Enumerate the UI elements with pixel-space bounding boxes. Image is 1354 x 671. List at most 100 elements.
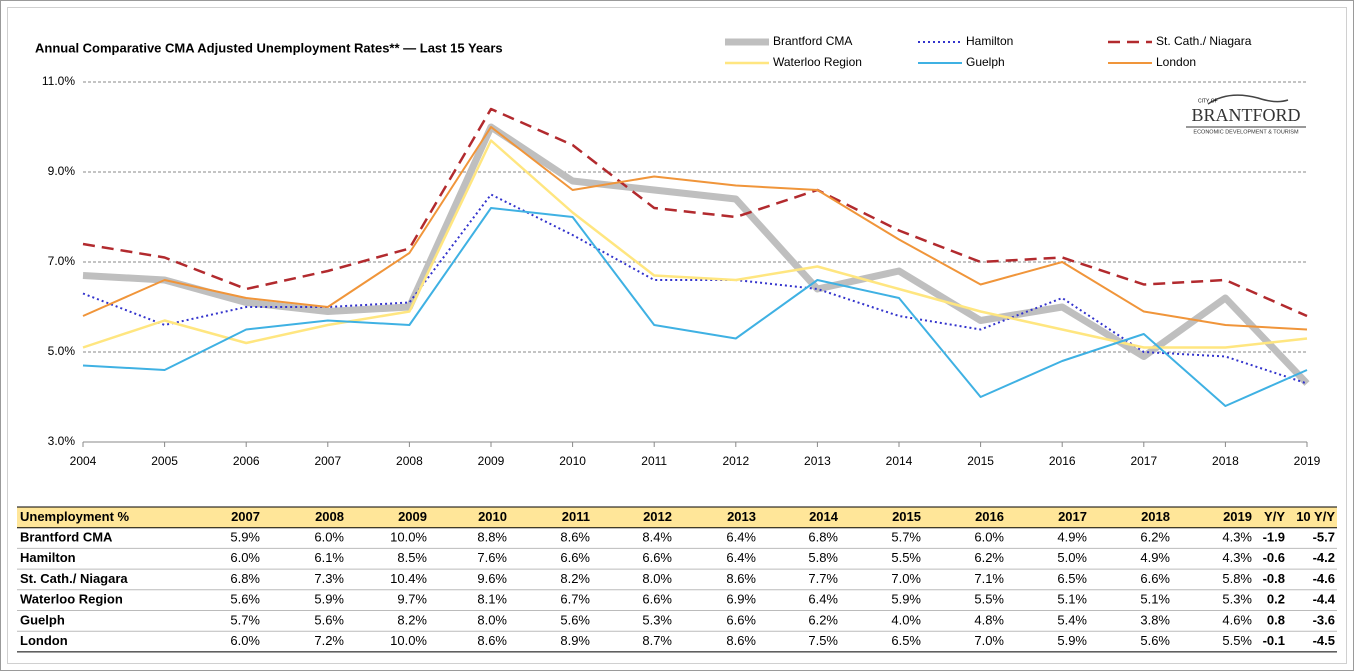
table-cell: 7.7%	[808, 571, 838, 586]
x-tick-label: 2015	[967, 454, 994, 468]
table-cell: 8.6%	[726, 633, 756, 648]
table-cell: 6.8%	[230, 571, 260, 586]
table-header-cell: 2008	[315, 509, 344, 524]
table-cell: 5.8%	[1222, 571, 1252, 586]
table-cell: 6.6%	[1140, 571, 1170, 586]
y-tick-label: 3.0%	[48, 434, 76, 448]
table-cell: -3.6	[1313, 612, 1335, 627]
table-cell: 8.0%	[642, 571, 672, 586]
table-cell: 5.0%	[1057, 550, 1087, 565]
table-cell: 5.6%	[560, 612, 590, 627]
table-cell: 10.0%	[390, 529, 427, 544]
table-cell: 6.6%	[642, 592, 672, 607]
table-header-cell: Y/Y	[1264, 509, 1285, 524]
table-cell: 5.9%	[230, 529, 260, 544]
series-line	[82, 207, 1308, 407]
x-tick-label: 2017	[1130, 454, 1157, 468]
chart-title: Annual Comparative CMA Adjusted Unemploy…	[35, 40, 503, 55]
x-tick-label: 2013	[804, 454, 831, 468]
table-cell: 8.7%	[642, 633, 672, 648]
table-cell: St. Cath./ Niagara	[20, 571, 128, 586]
table-cell: -4.5	[1313, 633, 1335, 648]
x-tick-label: 2008	[396, 454, 423, 468]
table-cell: 8.2%	[397, 612, 427, 627]
table-cell: 7.1%	[974, 571, 1004, 586]
table-cell: 5.4%	[1057, 612, 1087, 627]
table-cell: Brantford CMA	[20, 529, 113, 544]
table-cell: London	[20, 633, 68, 648]
table-cell: 3.8%	[1140, 612, 1170, 627]
x-tick-label: 2005	[151, 454, 178, 468]
x-tick-label: 2004	[70, 454, 97, 468]
table-cell: Guelph	[20, 612, 65, 627]
table-cell: 5.3%	[1222, 592, 1252, 607]
table-cell: 6.7%	[560, 592, 590, 607]
table-cell: 8.8%	[477, 529, 507, 544]
table-cell: 6.6%	[642, 550, 672, 565]
table-header-cell: 2016	[975, 509, 1004, 524]
y-tick-label: 11.0%	[42, 74, 75, 88]
legend-label: Guelph	[966, 55, 1005, 69]
x-tick-label: 2018	[1212, 454, 1239, 468]
table-cell: 6.0%	[314, 529, 344, 544]
table-header-cell: 2013	[727, 509, 756, 524]
table-cell: 6.4%	[808, 592, 838, 607]
table-cell: 4.9%	[1140, 550, 1170, 565]
legend-label: London	[1156, 55, 1196, 69]
table-header-cell: 2012	[643, 509, 672, 524]
table-cell: 6.5%	[891, 633, 921, 648]
x-tick-label: 2006	[233, 454, 260, 468]
table-header-cell: 2018	[1141, 509, 1170, 524]
x-tick-label: 2007	[314, 454, 341, 468]
table-cell: 6.5%	[1057, 571, 1087, 586]
x-tick-label: 2010	[559, 454, 586, 468]
x-tick-label: 2014	[886, 454, 913, 468]
y-tick-label: 9.0%	[48, 164, 76, 178]
table-cell: 6.8%	[808, 529, 838, 544]
table-cell: 5.1%	[1057, 592, 1087, 607]
table-header-cell: 2007	[231, 509, 260, 524]
table-cell: 4.3%	[1222, 529, 1252, 544]
logo-tagline: ECONOMIC DEVELOPMENT & TOURISM	[1193, 129, 1299, 135]
table-cell: 7.2%	[314, 633, 344, 648]
logo-top: CITY OF	[1198, 98, 1218, 104]
table-cell: 8.0%	[477, 612, 507, 627]
table-header-cell: 2010	[478, 509, 507, 524]
table-cell: 6.9%	[726, 592, 756, 607]
table-cell: -4.4	[1313, 592, 1336, 607]
table-cell: 8.6%	[560, 529, 590, 544]
logo-swoosh	[1207, 94, 1289, 105]
table-cell: -0.1	[1263, 633, 1285, 648]
table-cell: 4.0%	[891, 612, 921, 627]
x-tick-label: 2012	[722, 454, 749, 468]
table-cell: 6.2%	[1140, 529, 1170, 544]
table-header-cell: Unemployment %	[20, 509, 130, 524]
legend-label: Waterloo Region	[773, 55, 862, 69]
table-cell: 6.6%	[726, 612, 756, 627]
table-cell: 7.0%	[891, 571, 921, 586]
table-header-cell: 2014	[809, 509, 839, 524]
table-cell: 8.6%	[726, 571, 756, 586]
table-cell: 6.2%	[808, 612, 838, 627]
legend-label: Brantford CMA	[773, 34, 852, 48]
table-cell: 7.6%	[477, 550, 507, 565]
table-cell: -0.6	[1263, 550, 1285, 565]
table-cell: 5.9%	[1057, 633, 1087, 648]
x-tick-label: 2011	[641, 454, 667, 468]
table-header-cell: 2011	[562, 509, 590, 524]
table-cell: 6.6%	[560, 550, 590, 565]
table-cell: Waterloo Region	[20, 592, 123, 607]
table-cell: 0.8	[1267, 612, 1285, 627]
table-cell: 6.1%	[314, 550, 344, 565]
table-cell: 8.2%	[560, 571, 590, 586]
table-cell: 8.9%	[560, 633, 590, 648]
table-cell: 10.0%	[390, 633, 427, 648]
table-header-cell: 2015	[892, 509, 921, 524]
legend-label: St. Cath./ Niagara	[1156, 34, 1252, 48]
table-cell: 8.1%	[477, 592, 507, 607]
table-cell: 4.8%	[974, 612, 1004, 627]
series-line	[82, 107, 1308, 318]
inner-frame	[7, 7, 1347, 664]
